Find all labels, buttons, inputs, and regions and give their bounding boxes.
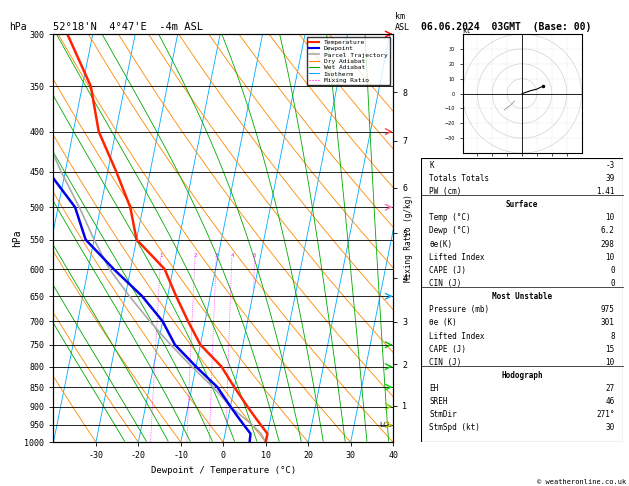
Text: Mixing Ratio (g/kg): Mixing Ratio (g/kg) — [404, 194, 413, 282]
Text: 52°18'N  4°47'E  -4m ASL: 52°18'N 4°47'E -4m ASL — [53, 21, 203, 32]
Text: km
ASL: km ASL — [395, 12, 410, 32]
Text: PW (cm): PW (cm) — [430, 187, 462, 196]
Text: 15: 15 — [605, 345, 615, 354]
Text: Totals Totals: Totals Totals — [430, 174, 489, 183]
Text: Hodograph: Hodograph — [501, 371, 543, 380]
Text: 301: 301 — [601, 318, 615, 328]
Text: 30: 30 — [605, 423, 615, 433]
Text: Dewp (°C): Dewp (°C) — [430, 226, 471, 235]
Text: 10: 10 — [605, 253, 615, 262]
Text: Lifted Index: Lifted Index — [430, 331, 485, 341]
Text: -3: -3 — [605, 161, 615, 170]
Text: Pressure (mb): Pressure (mb) — [430, 305, 489, 314]
Text: 39: 39 — [605, 174, 615, 183]
Text: K: K — [430, 161, 434, 170]
Text: Surface: Surface — [506, 200, 538, 209]
Text: 1.41: 1.41 — [596, 187, 615, 196]
Text: kt: kt — [462, 28, 471, 34]
Text: 10: 10 — [605, 213, 615, 222]
Text: 2: 2 — [194, 253, 197, 258]
Text: 975: 975 — [601, 305, 615, 314]
Text: 0: 0 — [610, 266, 615, 275]
Y-axis label: hPa: hPa — [12, 229, 21, 247]
Text: hPa: hPa — [9, 21, 27, 32]
Text: 298: 298 — [601, 240, 615, 248]
Text: StmDir: StmDir — [430, 410, 457, 419]
Text: Temp (°C): Temp (°C) — [430, 213, 471, 222]
Text: CAPE (J): CAPE (J) — [430, 266, 467, 275]
Text: StmSpd (kt): StmSpd (kt) — [430, 423, 481, 433]
Text: 8: 8 — [610, 331, 615, 341]
Text: Lifted Index: Lifted Index — [430, 253, 485, 262]
Text: 6: 6 — [253, 253, 256, 258]
Text: 6.2: 6.2 — [601, 226, 615, 235]
Text: 46: 46 — [605, 397, 615, 406]
Text: θe (K): θe (K) — [430, 318, 457, 328]
X-axis label: Dewpoint / Temperature (°C): Dewpoint / Temperature (°C) — [151, 466, 296, 475]
Text: © weatheronline.co.uk: © weatheronline.co.uk — [537, 479, 626, 485]
Text: 4: 4 — [230, 253, 233, 258]
Text: Most Unstable: Most Unstable — [492, 292, 552, 301]
Text: 1: 1 — [159, 253, 162, 258]
Text: 27: 27 — [605, 384, 615, 393]
Text: 271°: 271° — [596, 410, 615, 419]
Text: SREH: SREH — [430, 397, 448, 406]
Text: 3: 3 — [214, 253, 218, 258]
Text: CIN (J): CIN (J) — [430, 358, 462, 367]
Legend: Temperature, Dewpoint, Parcel Trajectory, Dry Adiabat, Wet Adiabat, Isotherm, Mi: Temperature, Dewpoint, Parcel Trajectory… — [307, 37, 390, 86]
Text: LCL: LCL — [379, 422, 392, 428]
Text: 06.06.2024  03GMT  (Base: 00): 06.06.2024 03GMT (Base: 00) — [421, 21, 592, 32]
Text: 10: 10 — [605, 358, 615, 367]
Text: 0: 0 — [610, 279, 615, 288]
Text: EH: EH — [430, 384, 439, 393]
Text: CAPE (J): CAPE (J) — [430, 345, 467, 354]
Text: θe(K): θe(K) — [430, 240, 453, 248]
Text: CIN (J): CIN (J) — [430, 279, 462, 288]
